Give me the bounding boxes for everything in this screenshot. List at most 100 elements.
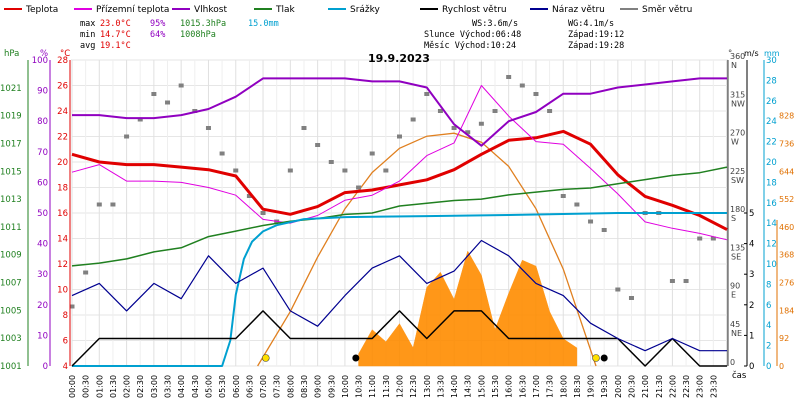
wind-direction-point <box>178 83 184 88</box>
legend-label: Tlak <box>275 5 296 15</box>
x-tick-label: 08:00 <box>286 375 295 398</box>
axis-tick-mm: 12 <box>766 240 777 250</box>
axis-tick-ms: 2 <box>749 301 754 311</box>
wind-direction-point <box>519 83 525 88</box>
legend-label: Přízemní teplota <box>96 5 169 15</box>
x-tick-label: 21:30 <box>655 375 664 398</box>
x-tick-label: 18:30 <box>573 375 582 398</box>
axis-tick-pct: 30 <box>37 270 48 280</box>
stats-humidity: 95% <box>150 19 165 29</box>
axis-tick-degC: 20 <box>57 158 68 168</box>
axis-tick-hPa: 1005 <box>0 306 22 316</box>
axis-tick-dir: 360 <box>730 52 745 61</box>
sun-mark <box>261 354 270 362</box>
wind-direction-point <box>683 279 689 283</box>
stats-temp: 23.0°C <box>100 19 131 29</box>
wind-direction-point <box>96 202 102 207</box>
stats-humidity: 64% <box>150 30 165 40</box>
wind-direction-point <box>410 117 416 122</box>
axis-tick-hPa: 1009 <box>0 251 22 261</box>
stats-rain: 15.0mm <box>248 19 279 29</box>
wind-direction-point <box>342 168 348 173</box>
axis-label-mm: mm <box>764 49 780 58</box>
legend-label: Srážky <box>350 5 381 15</box>
moon-mark <box>600 354 608 362</box>
series-line-prizemni-teplota <box>71 85 728 241</box>
wind-direction-point <box>492 109 498 113</box>
axis-tick-dir: 45 <box>730 320 740 329</box>
axis-tick-degC: 16 <box>57 209 68 219</box>
moon-mark <box>352 354 360 362</box>
axis-tick-mm: 2 <box>766 342 771 352</box>
wind-direction-point <box>669 279 675 283</box>
wind-direction-point <box>287 168 293 173</box>
wind-direction-point <box>478 121 484 126</box>
axis-tick-degC: 28 <box>57 56 68 66</box>
wind-direction-point <box>165 100 171 105</box>
axis-label-hPa: hPa <box>4 49 19 59</box>
wind-direction-point <box>233 168 239 173</box>
series-line-naraz-vetru <box>71 239 727 352</box>
axis-tick-solar: 736 <box>779 139 794 148</box>
wind-direction-point <box>506 75 512 79</box>
axis-tick-mm: 6 <box>766 301 771 311</box>
stats-row-label: min <box>80 30 95 40</box>
axis-tick-degC: 10 <box>57 286 68 296</box>
x-tick-label: 05:00 <box>204 375 213 398</box>
x-tick-label: 05:30 <box>218 375 227 398</box>
wind-direction-point <box>560 194 566 198</box>
axis-tick-hPa: 1019 <box>0 112 22 122</box>
wind-direction-point <box>69 304 75 309</box>
x-tick-label: 12:30 <box>409 375 418 398</box>
axis-tick-mm: 16 <box>766 199 777 209</box>
x-tick-label: 04:30 <box>191 375 200 398</box>
axis-tick-mm: 8 <box>766 280 771 290</box>
series-line-tlak <box>71 166 728 267</box>
x-tick-label: 21:00 <box>641 375 650 398</box>
wind-direction-point <box>151 92 157 96</box>
axis-tick-hPa: 1007 <box>0 279 22 289</box>
wind-direction-point <box>574 202 580 207</box>
axis-tick-mm: 14 <box>766 219 777 229</box>
x-tick-label: 03:30 <box>164 375 173 398</box>
legend-label: Směr větru <box>642 5 692 15</box>
axis-tick-dir: 0 <box>730 358 735 367</box>
wind-direction-point <box>205 126 211 130</box>
axis-tick-dir: 135 <box>730 243 745 252</box>
axis-tick-pct: 10 <box>37 331 48 341</box>
axis-tick-mm: 0 <box>766 362 771 372</box>
wind-direction-point <box>328 160 334 164</box>
axis-tick-dir-compass: E <box>731 291 736 300</box>
axis-tick-degC: 8 <box>63 311 68 321</box>
axis-tick-degC: 6 <box>63 337 68 347</box>
x-tick-label: 03:00 <box>150 375 159 398</box>
stats-row-label: max <box>80 19 95 29</box>
wind-direction-point <box>219 151 225 156</box>
legend-label: Teplota <box>25 5 58 15</box>
x-tick-label: 11:30 <box>382 375 391 398</box>
x-tick-label: 14:30 <box>464 375 473 398</box>
wind-direction-point <box>192 109 198 113</box>
stats-temp: 19.1°C <box>100 41 131 51</box>
x-tick-label: 07:00 <box>259 375 268 398</box>
x-tick-label: 00:00 <box>68 375 77 398</box>
x-tick-label: 01:30 <box>109 375 118 398</box>
axis-tick-degC: 26 <box>57 82 68 92</box>
axis-tick-solar: 644 <box>779 167 794 176</box>
wind-direction-point <box>437 109 443 113</box>
wind-direction-point <box>424 92 430 96</box>
axis-tick-pct: 20 <box>37 301 48 311</box>
axis-tick-dir: 225 <box>730 167 745 176</box>
axis-label-pct: % <box>40 49 48 59</box>
wind-direction-point <box>137 117 143 122</box>
x-tick-label: 07:30 <box>273 375 282 398</box>
x-tick-label: 17:30 <box>546 375 555 398</box>
x-tick-label: 19:30 <box>600 375 609 398</box>
axis-tick-pct: 90 <box>37 87 48 97</box>
legend-label: Rychlost větru <box>442 5 507 15</box>
axis-tick-mm: 18 <box>766 178 777 188</box>
axis-tick-hPa: 1001 <box>0 362 22 372</box>
wind-direction-point <box>301 126 307 130</box>
axis-tick-pct: 80 <box>37 117 48 127</box>
